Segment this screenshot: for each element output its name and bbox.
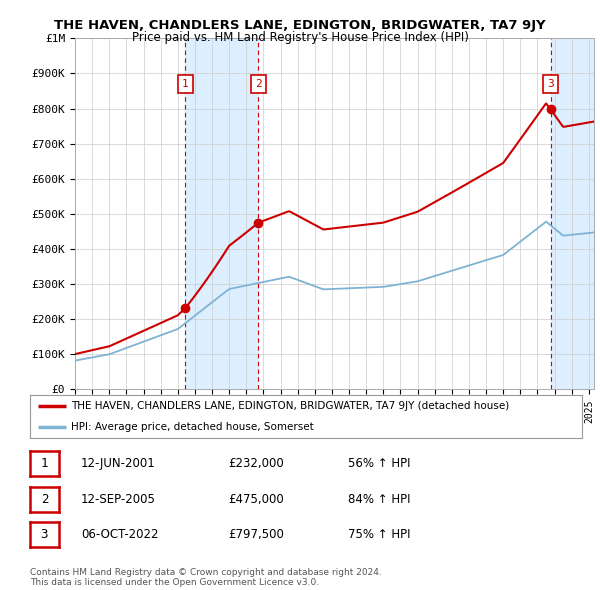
Text: 2: 2: [255, 79, 262, 89]
Bar: [185, 38, 259, 389]
Text: 56% ↑ HPI: 56% ↑ HPI: [348, 457, 410, 470]
Text: £232,000: £232,000: [228, 457, 284, 470]
Text: 84% ↑ HPI: 84% ↑ HPI: [348, 493, 410, 506]
Text: THE HAVEN, CHANDLERS LANE, EDINGTON, BRIDGWATER, TA7 9JY (detached house): THE HAVEN, CHANDLERS LANE, EDINGTON, BRI…: [71, 401, 509, 411]
Text: 1: 1: [182, 79, 189, 89]
Text: 06-OCT-2022: 06-OCT-2022: [81, 528, 158, 541]
Text: £797,500: £797,500: [228, 528, 284, 541]
Text: Contains HM Land Registry data © Crown copyright and database right 2024.
This d: Contains HM Land Registry data © Crown c…: [30, 568, 382, 587]
Text: HPI: Average price, detached house, Somerset: HPI: Average price, detached house, Some…: [71, 422, 314, 432]
Text: £475,000: £475,000: [228, 493, 284, 506]
Text: 12-JUN-2001: 12-JUN-2001: [81, 457, 156, 470]
Text: 12-SEP-2005: 12-SEP-2005: [81, 493, 156, 506]
Text: THE HAVEN, CHANDLERS LANE, EDINGTON, BRIDGWATER, TA7 9JY: THE HAVEN, CHANDLERS LANE, EDINGTON, BRI…: [54, 19, 546, 32]
Text: Price paid vs. HM Land Registry's House Price Index (HPI): Price paid vs. HM Land Registry's House …: [131, 31, 469, 44]
Text: 2: 2: [41, 493, 48, 506]
Text: 3: 3: [41, 528, 48, 541]
Text: 75% ↑ HPI: 75% ↑ HPI: [348, 528, 410, 541]
Bar: [551, 38, 598, 389]
Text: 1: 1: [41, 457, 48, 470]
Text: 3: 3: [547, 79, 554, 89]
